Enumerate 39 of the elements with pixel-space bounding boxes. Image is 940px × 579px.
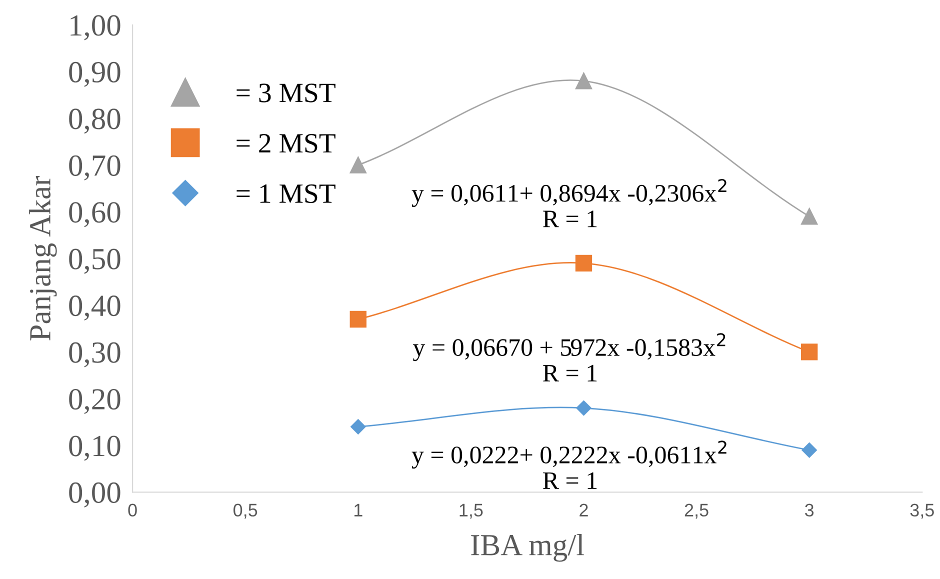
point xyxy=(350,156,366,174)
point xyxy=(801,208,818,225)
x-axis-title: IBA mg/l xyxy=(471,534,584,562)
y-axis-title: Panjang Akar xyxy=(29,176,57,340)
x-tick-label: 0 xyxy=(128,504,137,517)
x-tick-label: 1,5 xyxy=(460,504,483,519)
annotation: R = 1 xyxy=(543,364,597,382)
point xyxy=(576,400,592,416)
x-tick-label: 3,5 xyxy=(910,504,934,519)
point xyxy=(575,254,592,272)
legend-label: = 1 MST xyxy=(236,184,336,204)
point xyxy=(802,442,817,458)
legend-label: = 2 MST xyxy=(236,134,336,153)
y-tick-label: 1,00 xyxy=(70,15,120,40)
x-tick-label: 3 xyxy=(805,504,814,517)
point xyxy=(350,310,366,328)
y-tick-label: 0,20 xyxy=(69,388,120,414)
annotation: R = 1 xyxy=(543,210,597,228)
y-tick-label: 0,70 xyxy=(69,155,120,180)
x-tick-label: 0,5 xyxy=(233,504,258,519)
point xyxy=(575,72,592,90)
point xyxy=(801,344,818,360)
point xyxy=(350,419,366,434)
annotation: y = 0,0611+ 0,8694x -0,2306x$^{2}$ xyxy=(412,178,726,207)
y-tick-label: 0,80 xyxy=(69,108,120,134)
y-tick-label: 0,10 xyxy=(69,436,120,461)
x-tick-label: 2 xyxy=(580,504,588,516)
annotation: R = 1 xyxy=(543,472,597,489)
legend-label: = 3 MST xyxy=(236,84,336,102)
x-tick-label: 2,5 xyxy=(684,504,708,519)
y-tick-label: 0,50 xyxy=(69,248,120,274)
y-tick-label: 0,60 xyxy=(69,202,120,228)
x-tick-label: 1 xyxy=(354,504,362,516)
y-tick-label: 0,30 xyxy=(69,342,120,368)
y-tick-label: 0,90 xyxy=(69,62,120,87)
annotation: y = 0,0222+ 0,2222x -0,0611x$^{2}$ xyxy=(412,440,726,469)
y-tick-label: 0,00 xyxy=(69,482,120,508)
y-tick-label: 0,40 xyxy=(69,296,120,321)
annotation: y = 0,06670 + 5972x -0,1583x$^{2}$ xyxy=(413,333,726,362)
